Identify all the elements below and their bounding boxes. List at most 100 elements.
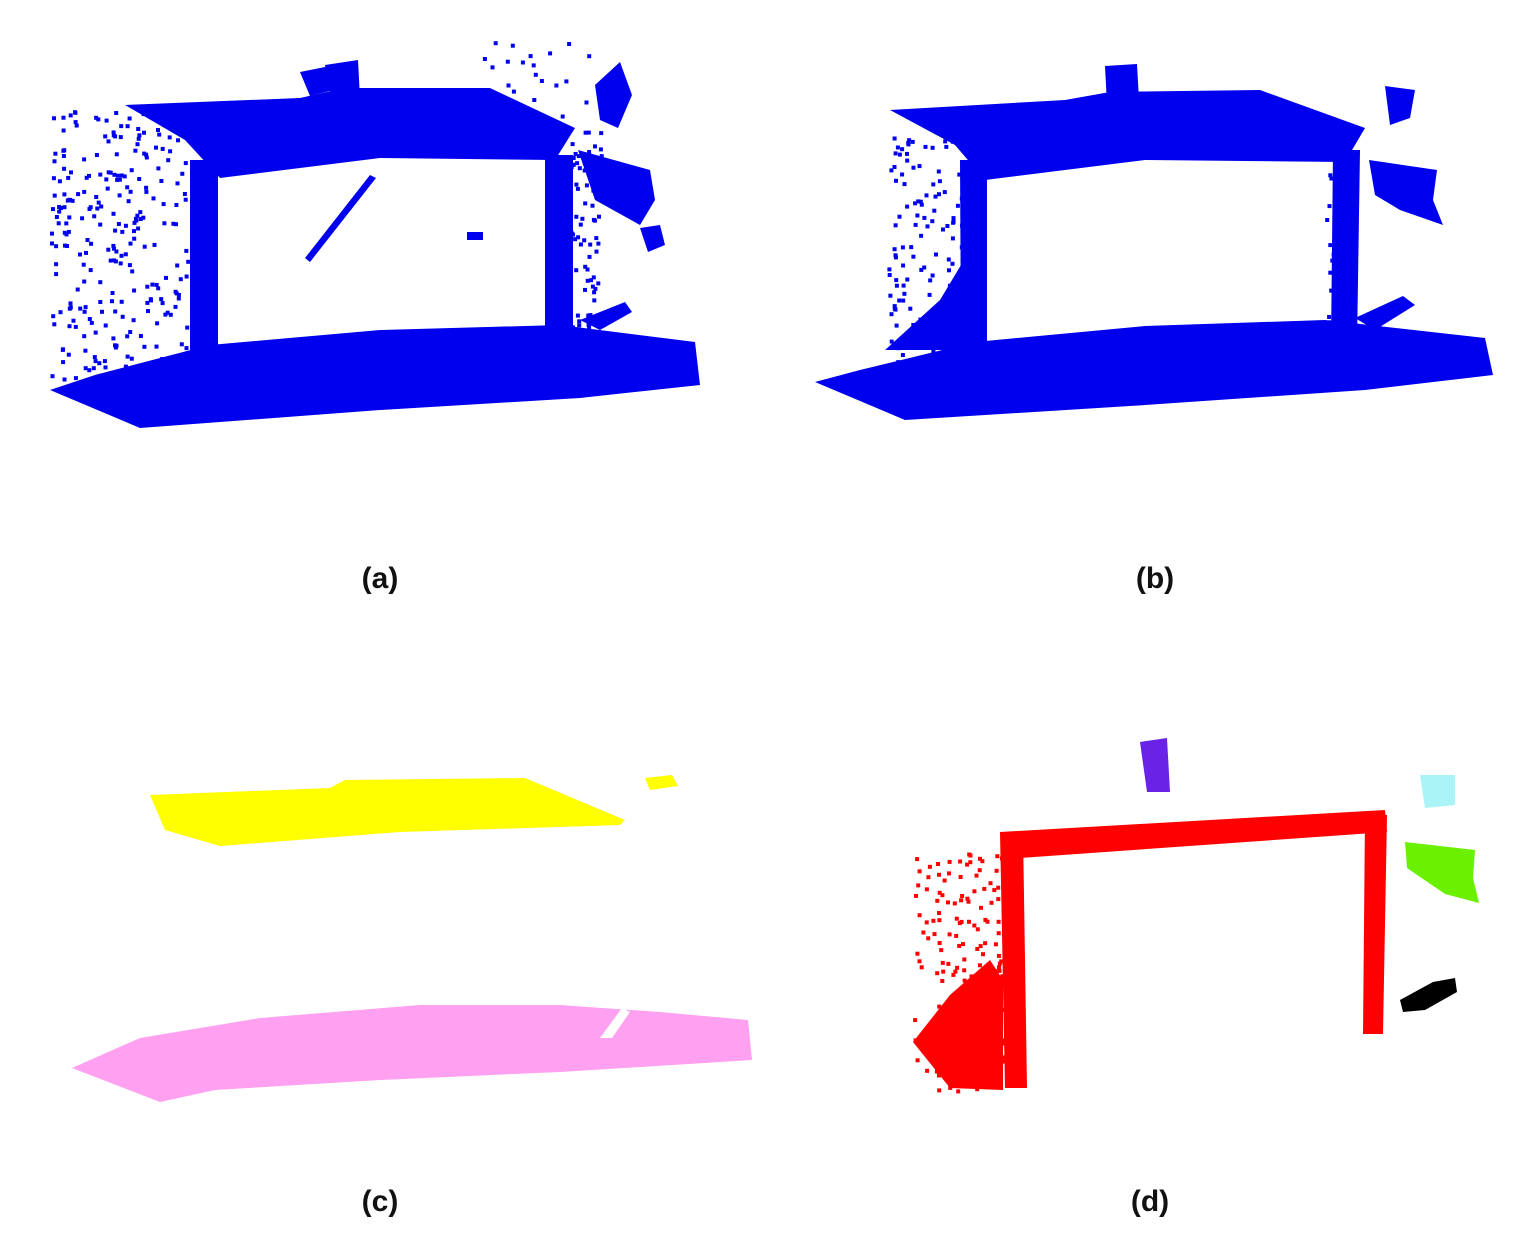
noise-point bbox=[159, 297, 164, 302]
noise-point bbox=[141, 112, 146, 117]
noise-point bbox=[89, 241, 94, 246]
noise-point bbox=[978, 944, 983, 949]
noise-point bbox=[939, 948, 944, 953]
noise-point bbox=[963, 130, 968, 135]
noise-point bbox=[164, 275, 168, 280]
noise-point bbox=[915, 857, 920, 862]
noise-point bbox=[901, 283, 906, 288]
noise-point bbox=[990, 1069, 995, 1074]
noise-point bbox=[167, 378, 172, 383]
noise-point bbox=[68, 305, 73, 310]
noise-point bbox=[161, 202, 166, 207]
noise-point bbox=[588, 242, 593, 247]
noise-point bbox=[944, 144, 949, 149]
noise-point bbox=[947, 320, 952, 324]
noise-point bbox=[936, 862, 940, 866]
noise-point bbox=[87, 317, 92, 321]
noise-point bbox=[937, 911, 941, 915]
noise-point bbox=[128, 189, 133, 194]
noise-point bbox=[975, 975, 980, 980]
noise-point bbox=[996, 885, 1001, 890]
noise-point bbox=[592, 298, 597, 303]
noise-point bbox=[533, 72, 538, 77]
noise-point bbox=[968, 860, 973, 865]
noise-point bbox=[62, 192, 67, 197]
noise-point bbox=[565, 301, 570, 306]
noise-point bbox=[574, 182, 579, 187]
noise-point bbox=[983, 941, 988, 946]
noise-point bbox=[948, 1085, 953, 1090]
noise-point bbox=[897, 152, 902, 157]
noise-point bbox=[892, 247, 897, 252]
noise-point bbox=[926, 936, 931, 941]
noise-point bbox=[583, 201, 588, 206]
noise-point bbox=[125, 334, 130, 339]
noise-point bbox=[930, 145, 935, 150]
noise-point bbox=[983, 975, 988, 980]
noise-point bbox=[937, 941, 942, 945]
noise-point bbox=[163, 312, 168, 317]
noise-point bbox=[1332, 298, 1337, 303]
noise-point bbox=[567, 288, 572, 293]
noise-point bbox=[960, 171, 965, 176]
noise-point bbox=[115, 173, 120, 178]
noise-point bbox=[911, 323, 916, 327]
noise-point bbox=[576, 235, 581, 240]
noise-point bbox=[888, 293, 893, 298]
noise-point bbox=[57, 179, 62, 184]
noise-point bbox=[900, 353, 905, 357]
noise-point bbox=[937, 1004, 942, 1009]
noise-point bbox=[994, 868, 999, 873]
noise-point bbox=[564, 307, 569, 312]
noise-point bbox=[953, 969, 958, 974]
noise-point bbox=[1353, 259, 1358, 264]
noise-point bbox=[115, 377, 120, 382]
noise-point bbox=[95, 206, 100, 211]
noise-point bbox=[917, 164, 922, 169]
noise-point bbox=[587, 254, 592, 259]
noise-point bbox=[937, 890, 942, 895]
noise-point bbox=[93, 359, 98, 364]
noise-point bbox=[137, 177, 142, 181]
noise-point bbox=[932, 932, 937, 937]
noise-point bbox=[64, 221, 69, 226]
caption-c: (c) bbox=[361, 1185, 399, 1218]
noise-point bbox=[966, 263, 971, 268]
noise-point bbox=[918, 199, 923, 204]
noise-point bbox=[930, 368, 935, 373]
noise-point bbox=[967, 852, 972, 857]
caption-b: (b) bbox=[1135, 562, 1175, 595]
noise-point bbox=[141, 215, 146, 220]
noise-point bbox=[511, 89, 516, 94]
cyan-cluster bbox=[1420, 775, 1455, 808]
noise-point bbox=[916, 883, 921, 888]
noise-point bbox=[52, 193, 57, 198]
noise-point bbox=[950, 261, 955, 266]
noise-point bbox=[132, 236, 137, 241]
noise-point bbox=[1004, 907, 1009, 912]
noise-point bbox=[934, 1069, 939, 1074]
noise-point bbox=[933, 194, 938, 199]
noise-point bbox=[894, 283, 899, 288]
noise-point bbox=[113, 228, 118, 233]
noise-point bbox=[587, 325, 592, 330]
noise-point bbox=[179, 342, 184, 347]
noise-point bbox=[83, 348, 88, 353]
noise-point bbox=[133, 216, 138, 221]
noise-point bbox=[112, 258, 116, 263]
panel-d-clusters bbox=[913, 738, 1479, 1094]
noise-point bbox=[122, 174, 127, 179]
noise-point bbox=[75, 287, 80, 292]
noise-point bbox=[925, 328, 930, 333]
noise-point bbox=[562, 163, 567, 168]
black-cluster bbox=[1400, 978, 1457, 1012]
noise-point bbox=[114, 371, 119, 376]
noise-point bbox=[959, 898, 964, 903]
noise-point bbox=[168, 149, 173, 154]
noise-point bbox=[917, 959, 922, 964]
noise-point bbox=[92, 214, 97, 219]
noise-point bbox=[911, 254, 916, 259]
noise-point bbox=[1005, 900, 1010, 905]
noise-point bbox=[563, 253, 568, 258]
noise-point bbox=[915, 1058, 920, 1063]
